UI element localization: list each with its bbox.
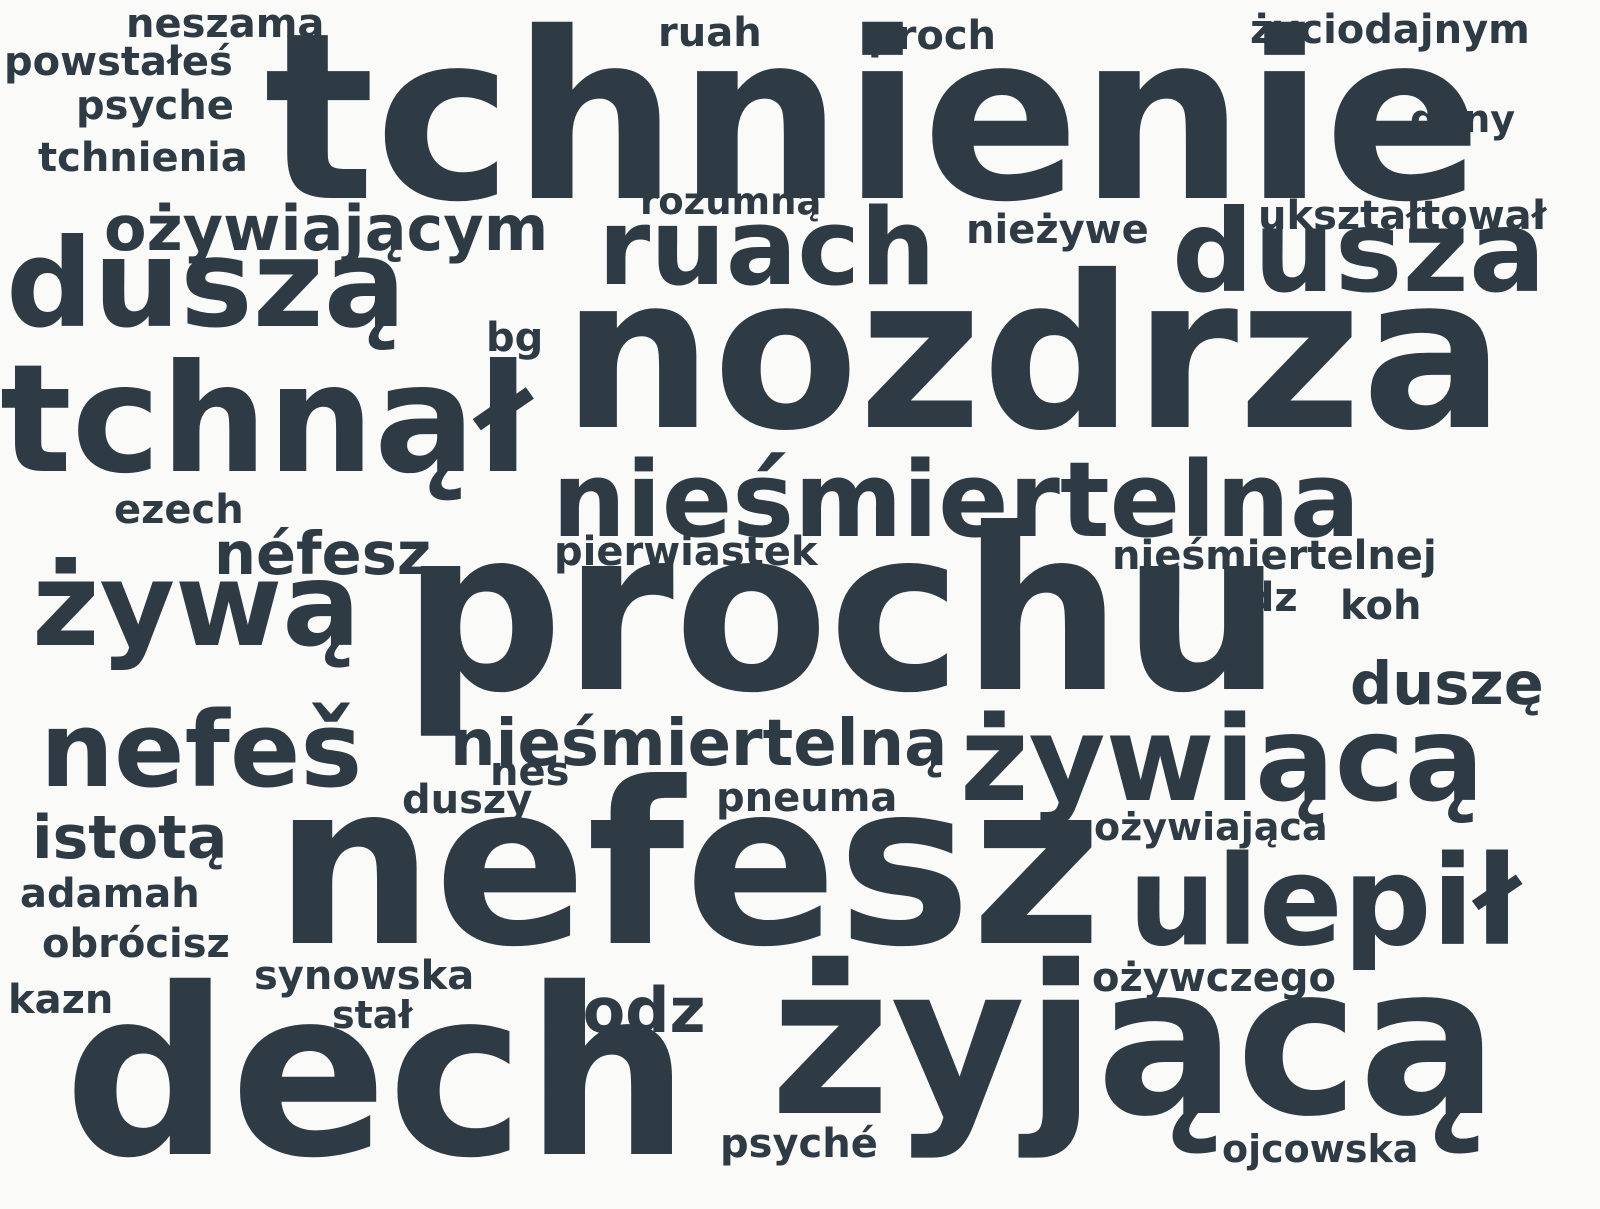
- word-niesmiertelnej: nieśmiertelnej: [1112, 533, 1437, 579]
- word-nefesz-acute: néfesz: [214, 519, 432, 588]
- word-dech: dech: [64, 939, 691, 1209]
- word-dusza: dusza: [1172, 185, 1546, 318]
- word-rdz: rdz: [1226, 575, 1298, 621]
- word-rodz: rodz: [552, 974, 706, 1047]
- word-nes: nes: [490, 749, 570, 795]
- word-ojcowska: ojcowska: [1222, 1127, 1419, 1171]
- word-ulepil: ulepił: [1128, 830, 1521, 974]
- word-psyche: psyche: [76, 83, 234, 129]
- word-tchnienia: tchnienia: [38, 135, 248, 181]
- word-zyjaca: żyjącą: [770, 921, 1499, 1162]
- word-dusze: duszę: [1350, 649, 1544, 718]
- word-ozywiajaca: ożywiająca: [1094, 805, 1328, 849]
- word-niezywe: nieżywe: [966, 207, 1149, 253]
- word-synowska: synowska: [254, 953, 475, 999]
- word-psyche-accent: psyché: [720, 1121, 878, 1167]
- word-tchnal: tchnął: [0, 333, 532, 507]
- word-rozumna: rozumną: [640, 180, 822, 223]
- word-pierwiastek: pierwiastek: [554, 529, 818, 575]
- word-kazn: kazn: [8, 977, 114, 1023]
- word-koh: koh: [1340, 583, 1422, 629]
- word-ozywiajacym: ożywiającym: [104, 192, 549, 265]
- word-prochu: prochu: [402, 481, 1283, 743]
- word-zywa: żywą: [32, 538, 361, 673]
- word-ruah: ruah: [658, 10, 762, 56]
- word-adamah: adamah: [20, 871, 200, 917]
- word-duszy: duszy: [402, 777, 533, 823]
- word-zywiaca: żywiącą: [960, 690, 1485, 828]
- word-niesmiertelna-acc: nieśmiertelną: [450, 707, 948, 781]
- word-nozdrza: nozdrza: [562, 230, 1505, 477]
- word-powstales: powstałeś: [4, 39, 233, 85]
- word-nefes-caron: nefeš: [40, 689, 363, 811]
- word-ruach: ruach: [598, 186, 936, 309]
- word-nefesz: nefesz: [274, 735, 1103, 997]
- word-neszama: neszama: [126, 1, 325, 47]
- word-zyciodajnym: życiodajnym: [1250, 7, 1530, 53]
- word-istota: istotą: [32, 803, 228, 873]
- word-tchnienie: tchnienie: [264, 0, 1482, 253]
- word-ozywczego: ożywczego: [1092, 955, 1337, 1001]
- word-niesmiertelna: nieśmiertelna: [552, 439, 1361, 561]
- word-stal: stał: [332, 993, 413, 1037]
- word-uksztaltowal: ukształtował: [1258, 193, 1547, 239]
- word-ezech: ezech: [114, 487, 244, 533]
- word-bg: bg: [486, 315, 544, 361]
- word-proch: proch: [868, 13, 997, 59]
- word-pneuma: pneuma: [716, 775, 898, 821]
- word-obrocisz: obrócisz: [42, 921, 230, 967]
- word-dusza-instr: duszą: [6, 213, 407, 355]
- word-gliny: gliny: [1410, 97, 1516, 141]
